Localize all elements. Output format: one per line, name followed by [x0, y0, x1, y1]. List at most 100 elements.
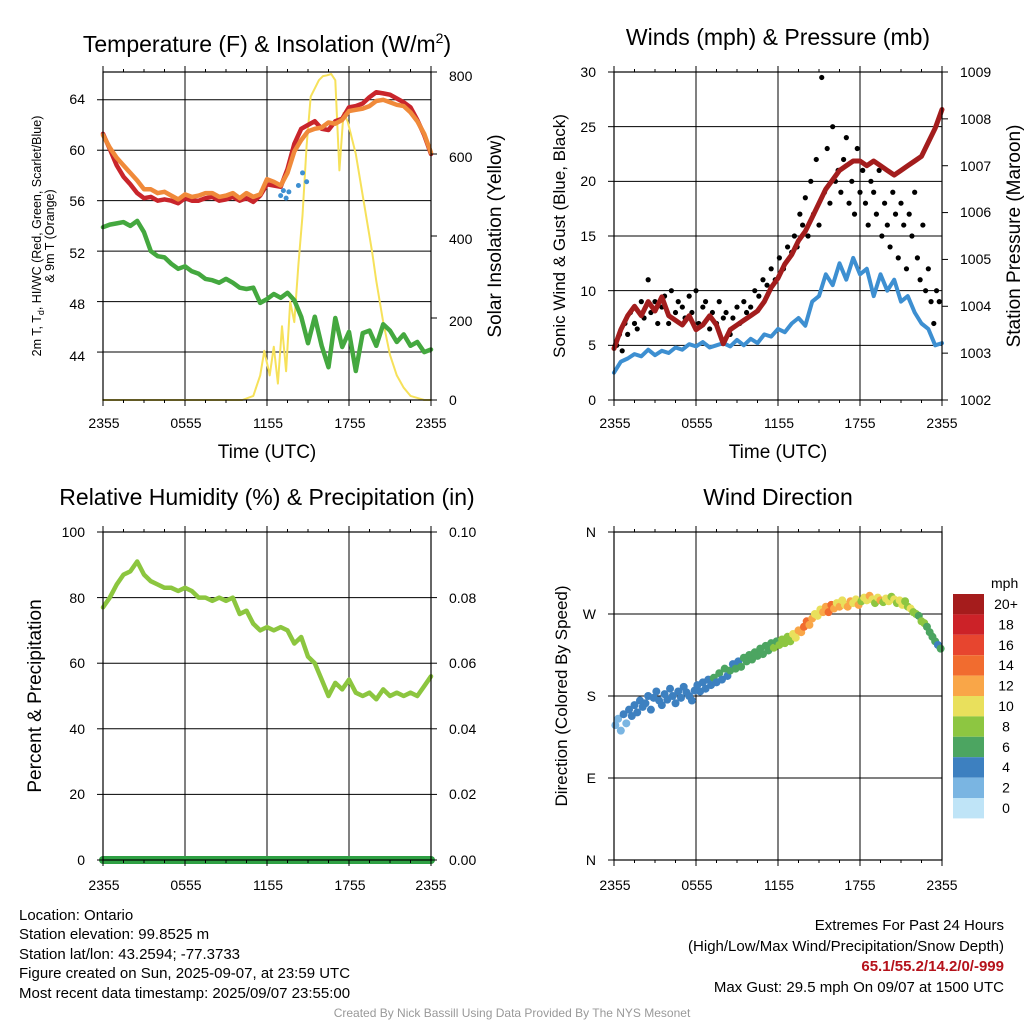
gust-point [920, 222, 926, 228]
temperature-y2-tick: 0 [449, 392, 457, 408]
legend-swatch [953, 614, 984, 635]
wind-y-tick: 0 [588, 392, 596, 408]
wind-y2-tick: 1009 [960, 64, 991, 80]
legend-swatch [953, 675, 984, 696]
gust-point [824, 145, 830, 152]
gust-point [879, 233, 885, 239]
gust-point [791, 233, 798, 239]
legend-swatch [953, 696, 984, 717]
gust-point [906, 211, 912, 217]
direction-x-tick: 1755 [844, 877, 875, 893]
direction-y-tick: S [587, 688, 596, 704]
heat-index-point [304, 179, 310, 185]
gust-point [702, 299, 709, 305]
gust-point [846, 200, 852, 206]
gust-point [760, 277, 766, 283]
gust-point [741, 299, 747, 305]
humidity-x-tick: 2355 [415, 877, 446, 893]
legend-swatch [953, 716, 984, 737]
gust-point [925, 266, 931, 272]
extremes-summary: Extremes For Past 24 Hours (High/Low/Max… [688, 916, 1004, 998]
wind-direction-point [668, 692, 677, 700]
svg-text:& 9m T (Orange): & 9m T (Orange) [43, 189, 57, 282]
wind-direction-point [633, 708, 642, 717]
legend-label: 0 [1002, 800, 1010, 816]
humidity-y2-tick: 0.08 [449, 590, 476, 606]
wind-y-tick: 5 [588, 337, 596, 353]
wind-y2-tick: 1005 [960, 251, 991, 267]
gust-point [871, 189, 877, 195]
gust-point [666, 320, 672, 327]
gust-point [805, 233, 811, 239]
humidity-y2-tick: 0.00 [449, 852, 476, 868]
direction-y-tick: E [587, 770, 596, 786]
extremes-title: Extremes For Past 24 Hours [814, 917, 1004, 934]
legend-swatch [953, 777, 984, 798]
station-pressure-line [611, 107, 945, 351]
gust-point [734, 304, 740, 310]
wind-y-tick: 10 [580, 283, 596, 299]
wind-series [611, 74, 945, 375]
gust-point [716, 299, 722, 305]
wind-direction-point [687, 696, 696, 705]
gust-point [819, 74, 825, 81]
direction-x-tick: 2355 [926, 877, 957, 893]
gust-point [843, 135, 849, 141]
temperature-y-label: 2m T, Td, HI/WC (Red, Green, Scarlet/Blu… [30, 116, 57, 357]
wind-panel: Winds (mph) & Pressure (mb) 30 25 20 15 … [550, 24, 1024, 463]
gust-point [862, 200, 869, 206]
credit-line: Created By Nick Bassill Using Data Provi… [333, 1006, 691, 1020]
legend-label: 8 [1002, 718, 1010, 734]
wind-direction-point [671, 699, 680, 708]
gust-point [808, 178, 814, 184]
wind-direction-point [674, 687, 683, 696]
humidity-panel: Relative Humidity (%) & Precipitation (i… [25, 484, 476, 893]
wind-y-tick: 20 [580, 173, 596, 189]
wind-x-tick: 1155 [764, 415, 794, 431]
gust-point [723, 309, 729, 316]
gust-point [890, 189, 896, 195]
temperature-y-tick: 48 [69, 296, 85, 312]
humidity-y-tick: 100 [62, 524, 86, 540]
gust-point [631, 320, 638, 327]
temperature-x-tick: 1155 [253, 415, 283, 431]
direction-y-tick: N [586, 852, 596, 868]
humidity-y-label: Percent & Precipitation [25, 599, 46, 792]
legend-swatch [953, 655, 984, 676]
gust-point [645, 277, 651, 283]
wind-grid [614, 72, 942, 400]
wind-direction-point [641, 699, 650, 708]
temperature-x-label: Time (UTC) [218, 442, 317, 463]
temperature-y2-label: Solar Insolation (Yellow) [485, 134, 506, 337]
legend-swatch [953, 634, 984, 656]
gust-point [776, 255, 782, 261]
gust-point [854, 145, 860, 152]
direction-x-tick: 2355 [599, 877, 630, 893]
temperature-x-tick: 2355 [88, 415, 119, 431]
gust-point [816, 222, 822, 228]
temperature-ticks [97, 66, 437, 406]
relative-humidity-line [100, 559, 434, 702]
dewpoint-line [100, 218, 434, 374]
temperature-y2-tick: 800 [449, 68, 473, 84]
gust-point [841, 156, 847, 163]
humidity-y-tick: 80 [69, 590, 85, 606]
gust-point [756, 293, 762, 299]
gust-point [800, 222, 806, 228]
gust-point [655, 320, 661, 327]
temperature-grid [103, 72, 431, 400]
gust-point [857, 189, 863, 195]
wind-y-tick: 30 [580, 64, 596, 80]
gust-point [865, 222, 871, 228]
gust-point [868, 178, 874, 184]
solar-insolation-line [102, 73, 432, 401]
gust-point [887, 244, 893, 250]
gust-point [903, 266, 910, 272]
humidity-ticks [97, 526, 437, 866]
legend-title: mph [991, 575, 1018, 591]
heat-index-point [280, 188, 286, 194]
legend-label: 18 [998, 616, 1014, 632]
wind-ticks [608, 66, 948, 406]
station-latlon: Station lat/lon: 43.2594; -77.3733 [19, 945, 241, 963]
